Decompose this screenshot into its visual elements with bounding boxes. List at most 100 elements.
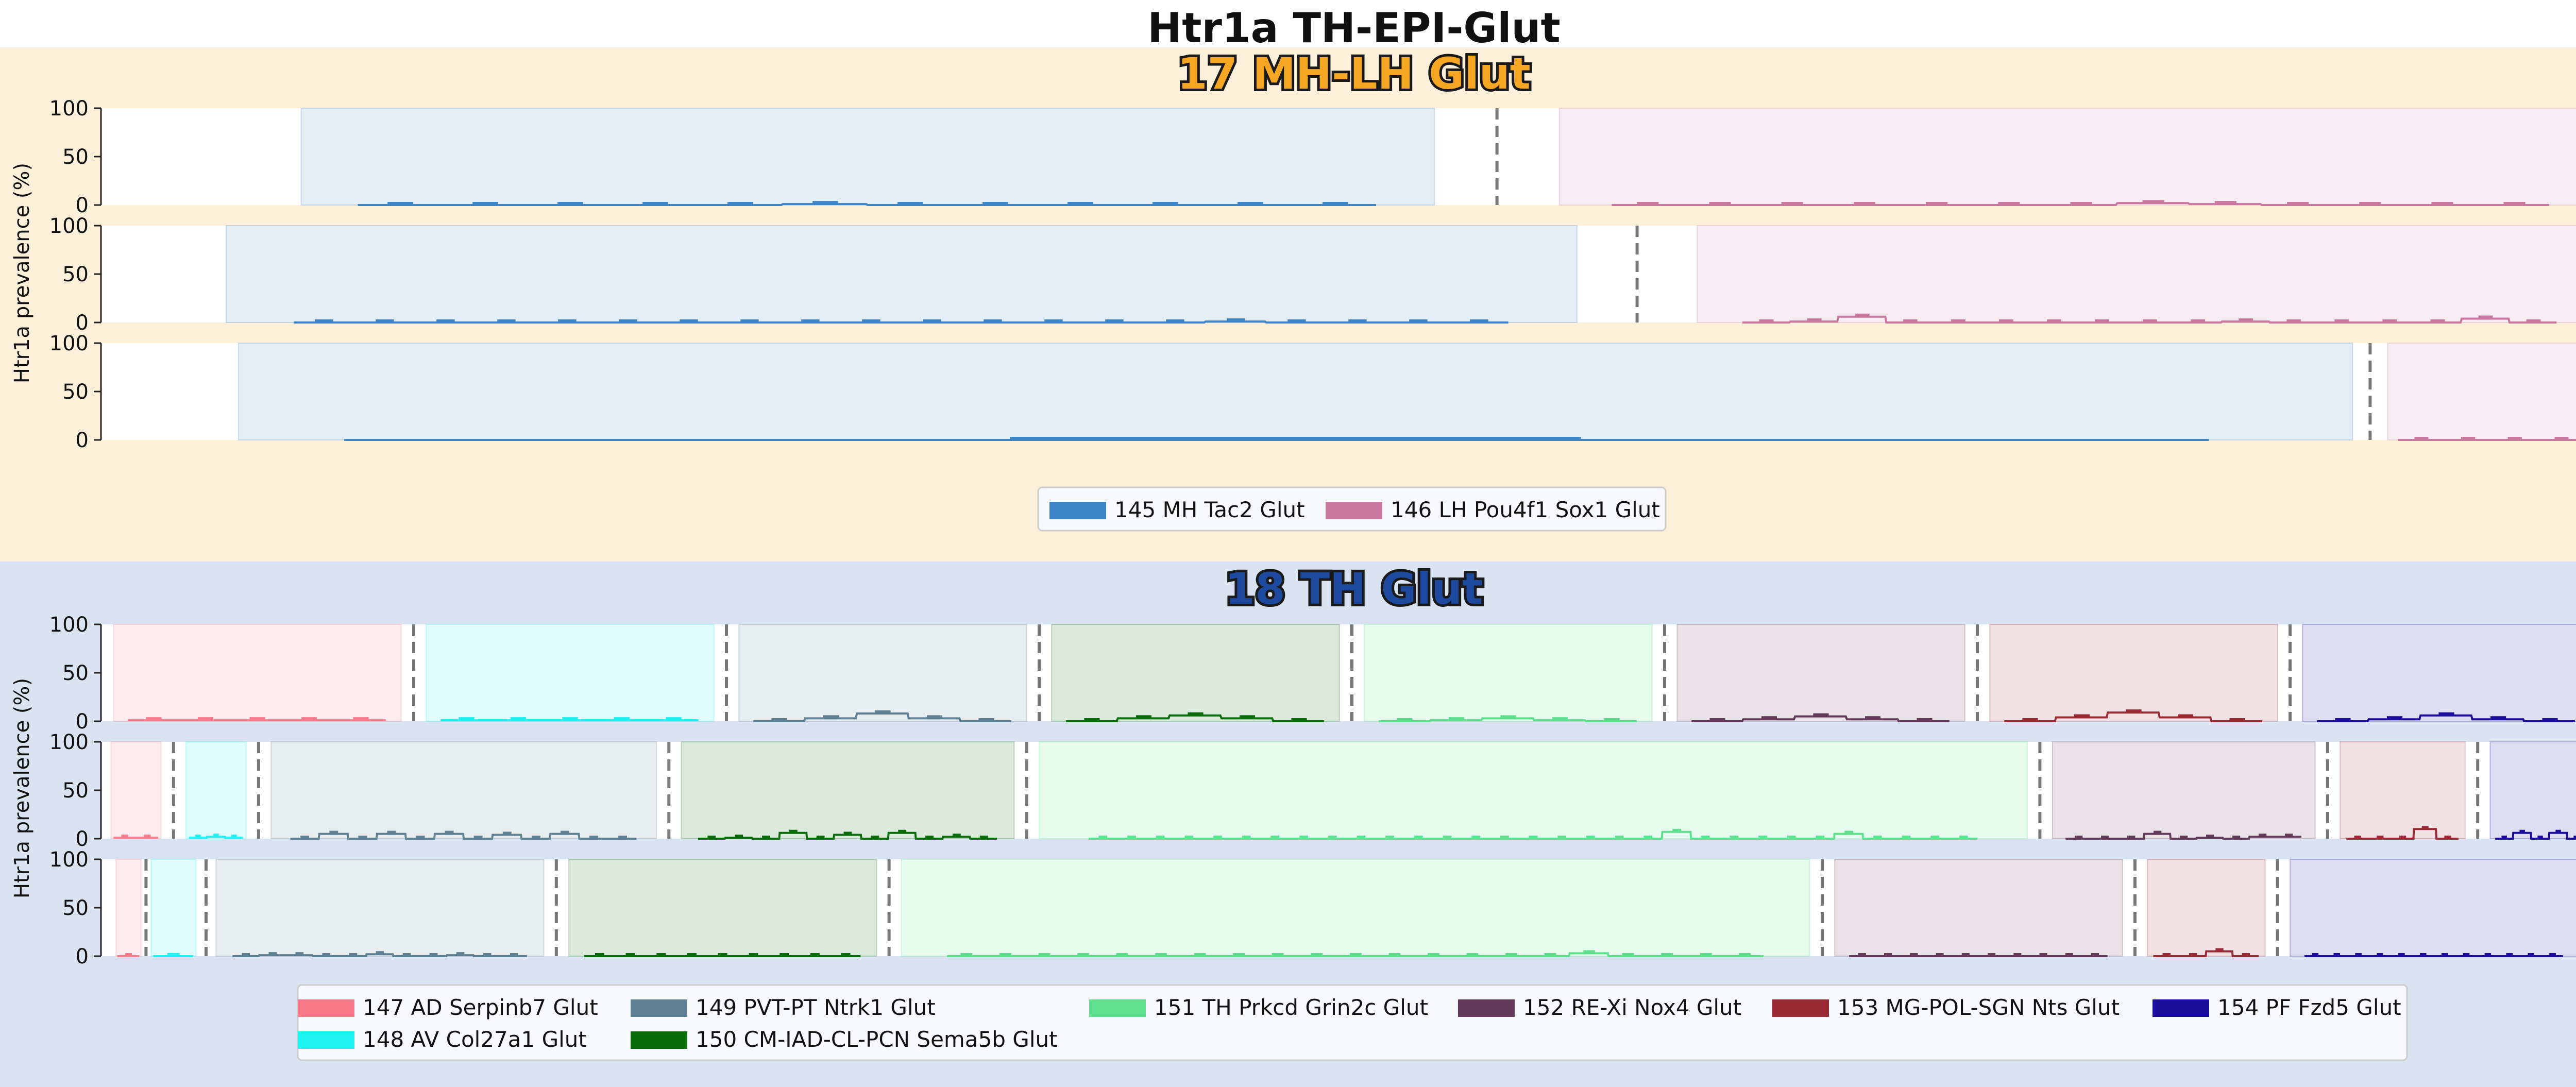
data-point: [376, 319, 394, 322]
group-17-ylabel: Htr1a prevalence (%): [10, 163, 34, 383]
data-point: [680, 319, 698, 322]
data-point: [687, 953, 697, 956]
data-point: [1184, 836, 1194, 839]
data-point: [376, 951, 384, 955]
y-tick-label: 0: [76, 311, 89, 335]
data-point: [923, 319, 941, 322]
data-point: [1998, 202, 2020, 205]
series-line-6: [2004, 711, 2262, 722]
data-point: [1813, 713, 1829, 717]
series-band-4: [901, 859, 1810, 957]
data-point: [353, 717, 369, 721]
data-point: [349, 953, 358, 956]
data-point: [771, 718, 787, 721]
data-point: [1428, 953, 1439, 956]
data-point: [642, 202, 668, 205]
subplot-0-0: 0 50 100: [49, 97, 2576, 217]
data-point: [1328, 836, 1337, 839]
data-point: [322, 953, 331, 956]
data-point: [2542, 718, 2558, 721]
data-point: [810, 953, 820, 956]
data-point: [1299, 836, 1308, 839]
series-line-1: [1612, 202, 2549, 206]
data-point: [1242, 836, 1251, 839]
subplot-background: [101, 343, 2576, 440]
data-point: [2506, 953, 2513, 956]
data-point: [1238, 202, 1263, 205]
data-point: [871, 836, 879, 839]
data-point: [2177, 714, 2194, 718]
data-point: [1323, 202, 1348, 205]
data-point: [2215, 948, 2224, 952]
data-point: [1807, 318, 1822, 322]
data-point: [862, 319, 880, 322]
data-point: [2214, 201, 2236, 205]
data-point: [558, 319, 577, 322]
legend-swatch: [2153, 999, 2209, 1017]
data-point: [1529, 836, 1538, 839]
data-point: [952, 834, 961, 837]
data-point: [1709, 202, 1731, 205]
data-point: [300, 836, 310, 839]
data-point: [1239, 715, 1256, 719]
data-point: [960, 953, 973, 956]
y-tick-label: 100: [49, 97, 89, 121]
series-band-2: [738, 624, 1027, 722]
series-band-0: [238, 343, 2353, 440]
data-point: [561, 830, 569, 834]
legend-entry: 150 CM-IAD-CL-PCN Sema5b Glut: [696, 1027, 1058, 1052]
data-point: [926, 715, 943, 719]
series-band-0: [225, 225, 1578, 323]
legend-swatch: [1049, 502, 1106, 519]
data-point: [2490, 716, 2506, 720]
subplot-1-0: 0 50 100: [49, 613, 2576, 734]
data-point: [2179, 836, 2188, 839]
data-point: [429, 953, 438, 956]
data-point: [614, 717, 630, 721]
data-point: [2189, 953, 2197, 956]
series-band-4: [1039, 741, 2028, 839]
data-point: [2191, 319, 2206, 322]
data-point: [1397, 718, 1413, 721]
data-point: [1233, 953, 1245, 956]
data-point: [740, 319, 759, 322]
data-point: [1270, 836, 1280, 839]
series-line-7: [2495, 831, 2576, 840]
series-band-5: [1834, 859, 2123, 957]
data-point: [2142, 200, 2164, 203]
data-point: [1761, 716, 1777, 720]
legend-entry: 152 RE-Xi Nox4 Glut: [1523, 995, 1741, 1020]
y-tick-label: 50: [62, 380, 89, 404]
series-line-5: [1691, 715, 1950, 722]
data-point: [2284, 834, 2293, 837]
data-point: [1884, 953, 1892, 956]
data-point: [1077, 953, 1089, 956]
data-point: [2549, 953, 2556, 956]
data-point: [1414, 836, 1423, 839]
data-point: [121, 835, 128, 838]
subplot-background: [101, 742, 2576, 839]
data-point: [2334, 319, 2349, 322]
data-point: [2419, 953, 2427, 956]
data-point: [2444, 836, 2451, 839]
data-point: [1466, 953, 1479, 956]
data-point: [1557, 836, 1567, 839]
data-point: [557, 202, 583, 205]
data-point: [2101, 836, 2109, 839]
y-tick-label: 50: [62, 263, 89, 286]
data-point: [2398, 953, 2405, 956]
data-point: [1816, 836, 1825, 839]
data-point: [801, 319, 820, 322]
data-point: [1637, 202, 1659, 205]
data-point: [619, 319, 637, 322]
y-tick-label: 0: [76, 194, 89, 217]
data-point: [1672, 828, 1681, 832]
series-band-6: [2340, 741, 2466, 839]
data-point: [268, 952, 277, 956]
data-point: [2359, 202, 2381, 205]
series-band-0: [115, 859, 142, 957]
data-point: [249, 717, 265, 721]
y-tick-label: 0: [76, 827, 89, 851]
data-point: [978, 718, 994, 721]
